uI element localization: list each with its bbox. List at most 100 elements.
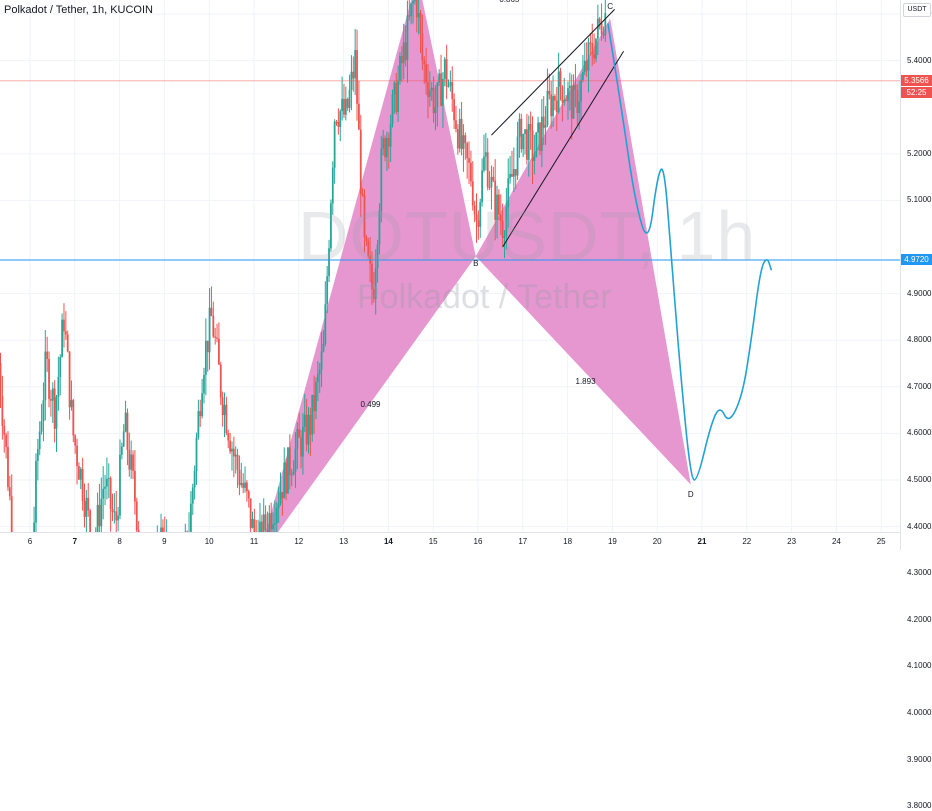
candle-body [526,129,528,159]
candle-body [550,94,552,116]
candle-body [132,455,134,471]
candle-body [524,129,526,134]
candle-body [48,359,50,399]
candle-body [59,357,61,377]
candle-body [459,119,461,148]
candle-body [334,122,336,168]
candle-body [522,134,524,149]
candle-body [416,0,418,17]
candle-body [259,522,261,532]
candle-body [117,515,119,520]
candle-body [414,0,416,1]
chart-area[interactable]: DOTUSDT, 1h Polkadot / Tether Polkadot /… [0,0,900,532]
candle-body [201,393,203,416]
candle-body [134,471,136,502]
candle-body [291,475,293,476]
candle-body [401,56,403,63]
candle-body [382,138,384,149]
candle-body [418,13,420,17]
candle-body [573,85,575,119]
candle-body [246,482,248,491]
candle-body [5,435,7,447]
candle-body [599,19,601,24]
candle-body [100,499,102,527]
candle-body [560,71,562,86]
candle-body [80,469,82,480]
candle-body [1,396,3,426]
candle-body [444,59,446,79]
candle-body [203,375,205,393]
candle-body [302,427,304,457]
candle-body [554,96,556,100]
candle-body [393,83,395,95]
chart-title[interactable]: Polkadot / Tether, 1h, KUCOIN [4,4,153,16]
candle-body [313,395,315,411]
candle-body [121,447,123,455]
candle-body [403,42,405,63]
candle-body [354,50,356,78]
candle-body [431,88,433,91]
candle-body [433,88,435,113]
candle-body [513,169,515,177]
time-tick: 22 [742,537,751,546]
candle-body [563,100,565,103]
candle-body [586,61,588,71]
candle-body [470,163,472,182]
candle-body [604,13,606,35]
candle-body [349,90,351,108]
candle-body [211,308,213,316]
candle-body [483,157,485,171]
candle-body [543,117,545,128]
candle-body [197,411,199,437]
candle-body [593,54,595,58]
time-tick: 12 [294,537,303,546]
candle-body [321,351,323,369]
candle-body [341,99,343,111]
candle-body [343,99,345,115]
candle-body [268,513,270,532]
candle-body [276,508,278,523]
candle-body [360,130,362,194]
currency-button[interactable]: USDT [903,3,931,17]
candle-body [556,101,558,113]
candle-body [558,71,560,112]
candle-body [545,125,547,128]
time-tick: 6 [28,537,32,546]
candle-body [33,523,35,532]
time-tick: 23 [787,537,796,546]
candle-body [576,90,578,113]
candle-body [388,138,390,147]
price-tick: 4.3000 [907,568,931,578]
marked-price-badge: 4.9720 [901,254,932,265]
candle-body [115,511,117,520]
candle-body [449,82,451,86]
candle-body [196,438,198,472]
candle-body [106,479,108,487]
candle-body [46,352,48,359]
candle-body [3,426,5,435]
candle-body [99,505,101,526]
candle-body [308,415,310,444]
candle-body [295,449,297,472]
candle-body [82,469,84,501]
price-tick: 4.2000 [907,615,931,625]
candle-body [220,365,222,398]
candle-body [517,137,519,176]
candle-body [315,382,317,411]
candle-body [85,498,87,517]
candle-body [567,88,569,101]
candle-body [466,143,468,158]
time-tick: 17 [518,537,527,546]
candle-body [0,363,1,396]
candle-body [225,405,227,433]
candle-body [190,504,192,532]
candle-body [278,504,280,509]
candle-body [237,455,239,470]
candle-body [336,122,338,123]
candle-body [41,421,43,431]
candle-body [317,374,319,382]
pattern-point-label: C [607,2,613,11]
candle-body [252,519,254,528]
candle-body [427,82,429,97]
